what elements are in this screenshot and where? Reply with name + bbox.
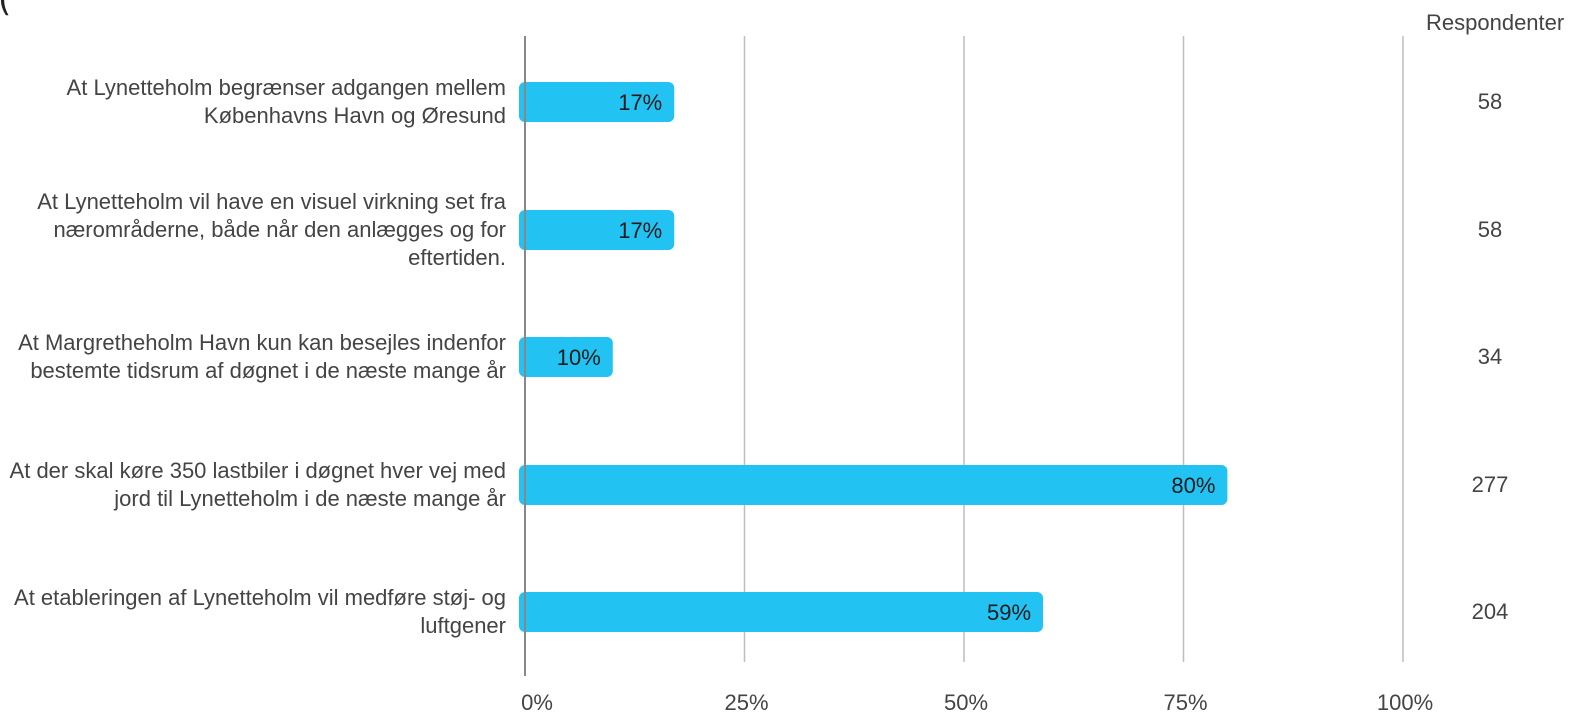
category-label-line: At der skal køre 350 lastbiler i døgnet … <box>9 458 506 483</box>
bar <box>519 592 1044 632</box>
category-label-line: At Lynetteholm vil have en visuel virkni… <box>37 189 506 214</box>
x-tick-label: 50% <box>944 690 988 715</box>
category-label-line: eftertiden. <box>408 245 506 270</box>
category-label: At Lynetteholm begrænser adgangen mellem… <box>6 74 506 130</box>
category-label-line: bestemte tidsrum af døgnet i de næste ma… <box>30 358 506 383</box>
category-label: At etableringen af Lynetteholm vil medfø… <box>6 584 506 640</box>
category-label-line: luftgener <box>420 613 506 638</box>
respondents-count: 58 <box>1477 217 1503 242</box>
bar <box>519 465 1228 505</box>
bar-value-label: 17% <box>618 218 662 243</box>
category-label: At Margretheholm Havn kun kan besejles i… <box>6 329 506 385</box>
respondents-count: 277 <box>1471 472 1509 497</box>
respondents-count: 58 <box>1477 89 1503 114</box>
bar <box>519 82 675 122</box>
respondents-count: 34 <box>1477 344 1503 369</box>
header-fragment: ( <box>0 0 11 20</box>
category-label-line: Københavns Havn og Øresund <box>203 103 506 128</box>
x-tick-label: 100% <box>1377 690 1433 715</box>
category-label: At Lynetteholm vil have en visuel virkni… <box>6 188 506 272</box>
x-tick-label: 75% <box>1163 690 1207 715</box>
category-label-line: At Margretheholm Havn kun kan besejles i… <box>18 330 506 355</box>
bar-value-label: 59% <box>987 600 1031 625</box>
category-label: At der skal køre 350 lastbiler i døgnet … <box>6 457 506 513</box>
category-label-line: jord til Lynetteholm i de næste mange år <box>114 486 506 511</box>
bar <box>519 337 613 377</box>
bar-value-label: 10% <box>557 345 601 370</box>
x-tick-label: 0% <box>521 690 553 715</box>
category-label-line: At etableringen af Lynetteholm vil medfø… <box>14 585 506 610</box>
bar <box>519 210 675 250</box>
category-label-line: At Lynetteholm begrænser adgangen mellem <box>66 75 506 100</box>
respondents-header: Respondenter <box>1426 10 1565 35</box>
category-label-line: nærområderne, både når den anlægges og f… <box>53 217 506 242</box>
respondents-count: 204 <box>1471 599 1509 624</box>
x-tick-label: 25% <box>724 690 768 715</box>
bar-value-label: 17% <box>618 90 662 115</box>
bar-value-label: 80% <box>1171 473 1215 498</box>
